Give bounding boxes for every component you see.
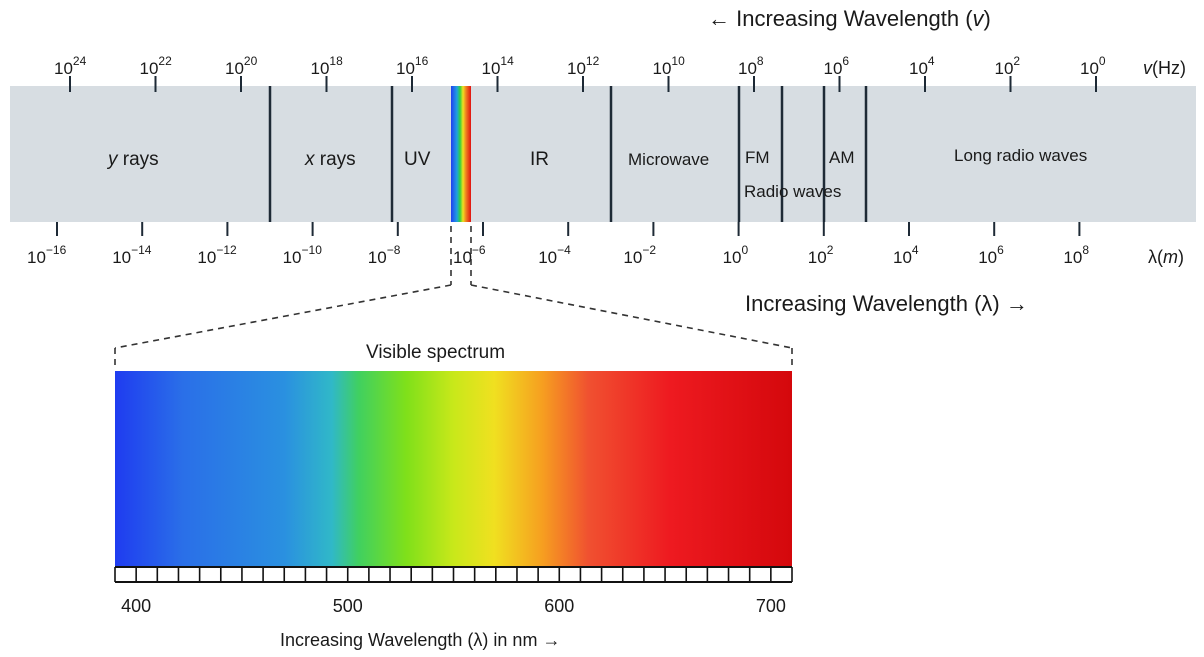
frequency-tick-label: 104 [909, 54, 935, 78]
wavelength-tick-label: 10−8 [368, 243, 401, 267]
frequency-tick-label: 1020 [225, 54, 258, 78]
spectrum-band [10, 86, 1196, 222]
wavelength-tick-label: 10−12 [197, 243, 237, 267]
visible-spectrum-ruler [114, 566, 793, 583]
wavelength-tick-label: 10−16 [27, 243, 67, 267]
visible-tick-label: 400 [121, 596, 151, 616]
visible-spectrum-caption: Increasing Wavelength (λ) in nm → [280, 630, 560, 650]
wavelength-direction-caption: Increasing Wavelength (λ) → [745, 291, 1028, 316]
visible-spectrum-title: Visible spectrum [366, 342, 505, 363]
wavelength-tick-label: 10−2 [623, 243, 656, 267]
band-label-gamma-rays: y rays [106, 149, 159, 170]
wavelength-tick-label: 108 [1063, 243, 1089, 267]
wavelength-tick-label: 10−10 [283, 243, 323, 267]
frequency-tick-label: 1024 [54, 54, 87, 78]
frequency-tick-label: 1010 [653, 54, 686, 78]
frequency-unit-label: v(Hz) [1143, 58, 1186, 78]
band-label-uv: UV [404, 149, 431, 170]
frequency-tick-label: 1016 [396, 54, 429, 78]
frequency-tick-label: 1018 [311, 54, 344, 78]
zoom-connector [114, 226, 793, 370]
frequency-tick-label: 1014 [482, 54, 515, 78]
visible-strip [451, 86, 471, 222]
visible-spectrum-axis: 400 500 600 700 [121, 596, 786, 616]
visible-spectrum-gradient [115, 371, 792, 567]
frequency-tick-label: 100 [1080, 54, 1106, 78]
frequency-tick-label: 1012 [567, 54, 600, 78]
wavelength-tick-marks [56, 222, 1081, 236]
wavelength-tick-label: 104 [893, 243, 919, 267]
visible-tick-label: 500 [333, 596, 363, 616]
band-label-microwave: Microwave [628, 150, 709, 169]
frequency-tick-label: 108 [738, 54, 764, 78]
frequency-direction-caption: ← Increasing Wavelength (v) [708, 6, 991, 31]
wavelength-tick-label: 102 [808, 243, 834, 267]
band-label-am: AM [829, 148, 855, 167]
wavelength-axis: 10−16 10−14 10−12 10−10 10−8 10−6 10−4 10−2 100 1… [27, 243, 1089, 267]
frequency-tick-label: 1022 [140, 54, 173, 78]
frequency-tick-label: 102 [995, 54, 1021, 78]
wavelength-tick-label: 100 [723, 243, 749, 267]
band-label-ir: IR [530, 149, 549, 170]
frequency-axis: 1024 1022 1020 1018 1016 1014 1012 1010 108 106 10… [54, 54, 1106, 78]
visible-tick-label: 600 [544, 596, 574, 616]
wavelength-tick-label: 10−4 [538, 243, 571, 267]
band-label-long-radio-waves: Long radio waves [954, 146, 1087, 165]
wavelength-tick-label: 106 [978, 243, 1004, 267]
band-label-radio-waves: Radio waves [744, 182, 841, 201]
visible-tick-label: 700 [756, 596, 786, 616]
region-dividers [268, 86, 868, 222]
frequency-tick-marks [69, 76, 1097, 92]
wavelength-tick-label: 10−14 [112, 243, 152, 267]
wavelength-tick-label: 10−6 [453, 243, 486, 267]
wavelength-unit-label: λ(m) [1148, 247, 1184, 267]
frequency-tick-label: 106 [824, 54, 850, 78]
band-label-fm: FM [745, 148, 770, 167]
band-label-x-rays: x rays [304, 149, 356, 170]
